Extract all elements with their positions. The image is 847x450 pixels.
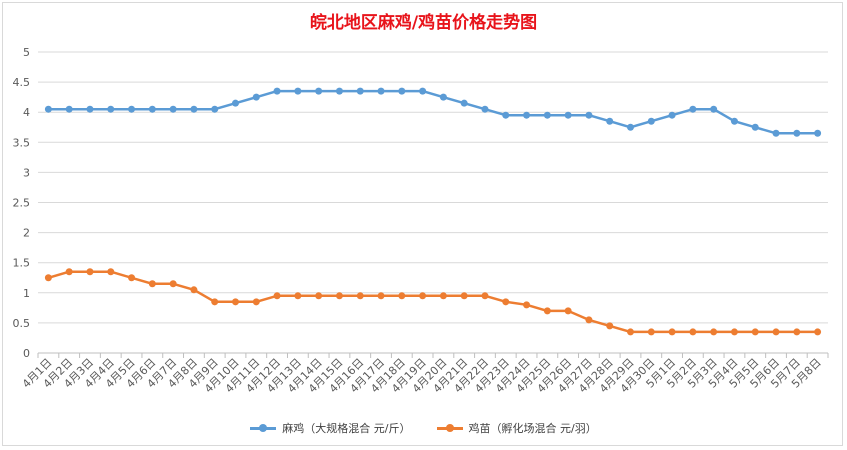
series-2-point-17 <box>398 292 406 300</box>
series-1-point-36 <box>793 129 801 137</box>
series-2-point-9 <box>232 298 239 306</box>
y-tick-label-0: 0 <box>23 347 30 360</box>
y-tick-label-8: 4 <box>23 106 30 119</box>
series-2-point-13 <box>315 292 323 300</box>
series-2-point-32 <box>710 328 718 336</box>
series-2-point-10 <box>252 298 260 306</box>
y-tick-label-2: 1 <box>23 287 30 300</box>
series-1-point-27 <box>606 117 614 125</box>
series-1-point-15 <box>356 87 364 95</box>
series-1-point-13 <box>315 87 323 95</box>
series-2-point-24 <box>543 307 551 315</box>
series-2-point-25 <box>564 307 572 315</box>
series-1-point-37 <box>814 129 822 137</box>
series-2-point-12 <box>294 292 302 300</box>
series-1-point-7 <box>190 105 198 113</box>
series-2-point-0 <box>44 274 52 282</box>
series-1-point-0 <box>44 105 52 113</box>
series-2-point-36 <box>793 328 801 336</box>
series-1-point-14 <box>335 87 343 95</box>
series-1-point-1 <box>65 105 73 113</box>
series-1-point-8 <box>211 105 219 113</box>
y-tick-label-4: 2 <box>23 227 30 240</box>
series-1-point-34 <box>751 123 759 131</box>
chart-legend: 麻鸡（大规格混合 元/斤） 鸡苗（孵化场混合 元/羽） <box>0 420 847 436</box>
series-1-point-11 <box>273 87 281 95</box>
legend-swatch-series-1 <box>250 423 277 433</box>
series-1-point-17 <box>398 87 406 95</box>
series-1-point-12 <box>294 87 302 95</box>
series-2-point-21 <box>481 292 489 300</box>
legend-item-series-1[interactable]: 麻鸡（大规格混合 元/斤） <box>250 420 411 436</box>
series-1-point-35 <box>772 129 780 137</box>
series-1-point-24 <box>543 111 551 119</box>
series-1-point-10 <box>252 93 260 101</box>
series-1-point-29 <box>647 117 655 125</box>
y-tick-label-6: 3 <box>23 166 30 179</box>
series-2-point-31 <box>689 328 697 336</box>
series-2-point-5 <box>148 280 156 288</box>
series-1-point-5 <box>148 105 156 113</box>
series-1-point-22 <box>502 111 510 119</box>
series-2-point-4 <box>128 274 136 282</box>
y-tick-label-5: 2.5 <box>13 197 31 210</box>
series-2-point-23 <box>523 301 531 309</box>
series-1-point-2 <box>86 105 94 113</box>
series-1-point-19 <box>439 93 447 101</box>
series-2-point-35 <box>772 328 780 336</box>
series-2-point-18 <box>419 292 427 300</box>
series-2-point-3 <box>107 268 115 276</box>
series-2-point-14 <box>335 292 343 300</box>
series-2-point-16 <box>377 292 385 300</box>
series-2-point-8 <box>211 298 219 306</box>
series-1-point-25 <box>564 111 572 119</box>
y-tick-label-3: 1.5 <box>13 257 31 270</box>
series-2-point-29 <box>647 328 655 336</box>
series-2-point-6 <box>169 280 177 288</box>
series-1-point-6 <box>169 105 177 113</box>
y-tick-label-7: 3.5 <box>13 136 31 149</box>
series-2-point-28 <box>627 328 634 336</box>
series-1-point-21 <box>481 105 489 113</box>
series-2-point-34 <box>751 328 759 336</box>
series-2-point-7 <box>190 286 198 294</box>
series-1-point-4 <box>128 105 136 113</box>
legend-item-series-2[interactable]: 鸡苗（孵化场混合 元/羽） <box>436 420 597 436</box>
series-1-point-18 <box>419 87 427 95</box>
series-2-point-30 <box>668 328 676 336</box>
series-1-point-3 <box>107 105 115 113</box>
series-2-point-26 <box>585 316 593 324</box>
series-2-point-20 <box>460 292 468 300</box>
series-2-point-19 <box>439 292 447 300</box>
legend-swatch-series-2 <box>436 423 463 433</box>
legend-label-series-2: 鸡苗（孵化场混合 元/羽） <box>468 422 597 435</box>
series-1-point-31 <box>689 105 697 113</box>
series-1-point-33 <box>730 117 738 125</box>
y-tick-label-9: 4.5 <box>13 76 31 89</box>
series-1-point-16 <box>377 87 385 95</box>
series-1-point-9 <box>232 99 239 107</box>
series-2-point-11 <box>273 292 281 300</box>
series-1-point-20 <box>460 99 468 107</box>
series-1-point-28 <box>627 123 634 131</box>
series-1-point-26 <box>585 111 593 119</box>
series-1-point-32 <box>710 105 718 113</box>
series-2-point-33 <box>730 328 738 336</box>
series-2-point-2 <box>86 268 94 276</box>
series-1-point-23 <box>523 111 531 119</box>
series-2-point-1 <box>65 268 73 276</box>
y-tick-label-1: 0.5 <box>13 317 31 330</box>
legend-label-series-1: 麻鸡（大规格混合 元/斤） <box>282 422 411 435</box>
y-tick-label-10: 5 <box>23 46 30 59</box>
chart-frame <box>2 2 843 446</box>
series-2-point-37 <box>814 328 822 336</box>
series-2-point-22 <box>502 298 510 306</box>
chart-title: 皖北地区麻鸡/鸡苗价格走势图 <box>309 13 538 33</box>
series-1-point-30 <box>668 111 676 119</box>
series-2-point-27 <box>606 322 614 330</box>
series-2-point-15 <box>356 292 364 300</box>
